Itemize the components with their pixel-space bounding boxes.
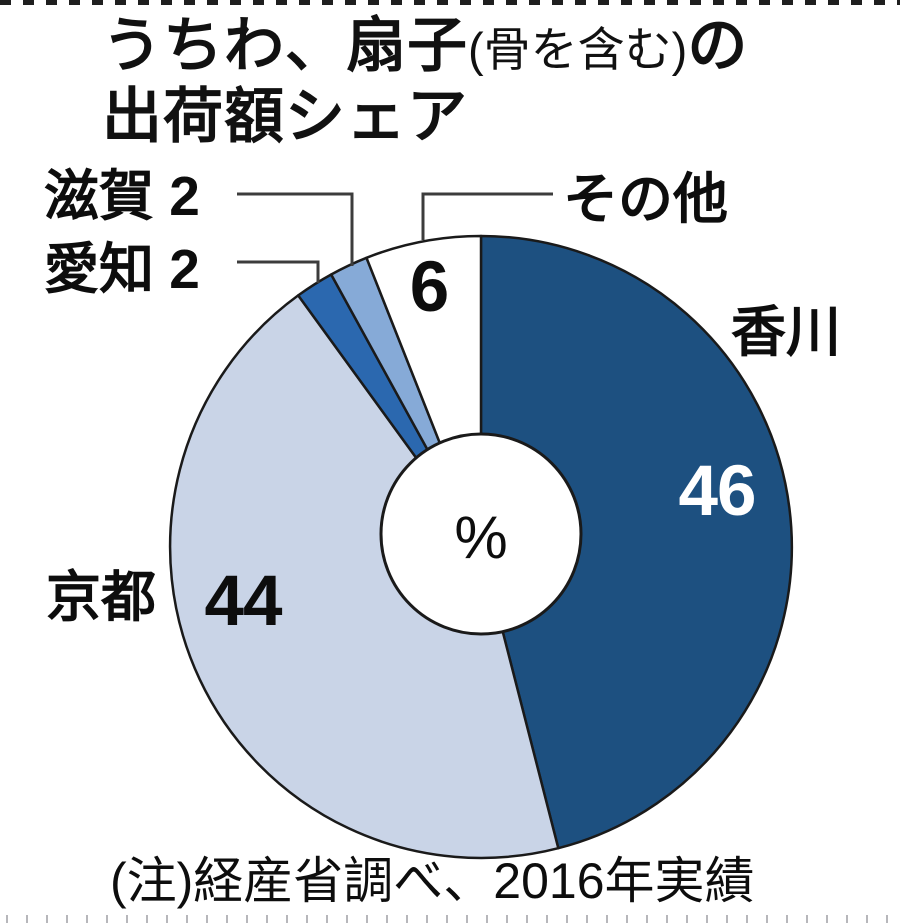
callout-label-aichi: 愛知 2 [44,238,200,300]
callout-label-others: その他 [563,168,729,230]
region-label-kagawa: 香川 [731,301,842,363]
pie-slice-kagawa [479,234,794,850]
leader-line-shiga [237,192,354,266]
perforation-top-border [0,0,900,5]
perforation-bottom-border [6,915,900,923]
leader-line-others [421,192,553,240]
chart-title: うちわ、扇子(骨を含む)の 出荷額シェア [102,12,748,150]
region-label-kyoto: 京都 [46,566,157,628]
title-paren-text: (骨を含む) [468,23,688,76]
slice-value-others: 6 [409,248,450,327]
title-main-text: うちわ、扇子 [102,12,468,79]
source-note: (注)経産省調べ、2016年実績 [110,853,755,909]
chart-title-line2: 出荷額シェア [102,83,468,150]
chart-title-line1: うちわ、扇子(骨を含む)の [102,12,748,79]
donut-hole [379,432,583,636]
title-tail-text: の [687,12,749,79]
slice-value-kagawa: 46 [678,452,757,531]
slice-value-kyoto: 44 [204,562,283,641]
leader-line-aichi [237,260,320,283]
callout-label-shiga: 滋賀 2 [44,165,200,227]
pie-slice-kyoto [168,294,560,860]
center-unit-label: % [454,504,508,571]
